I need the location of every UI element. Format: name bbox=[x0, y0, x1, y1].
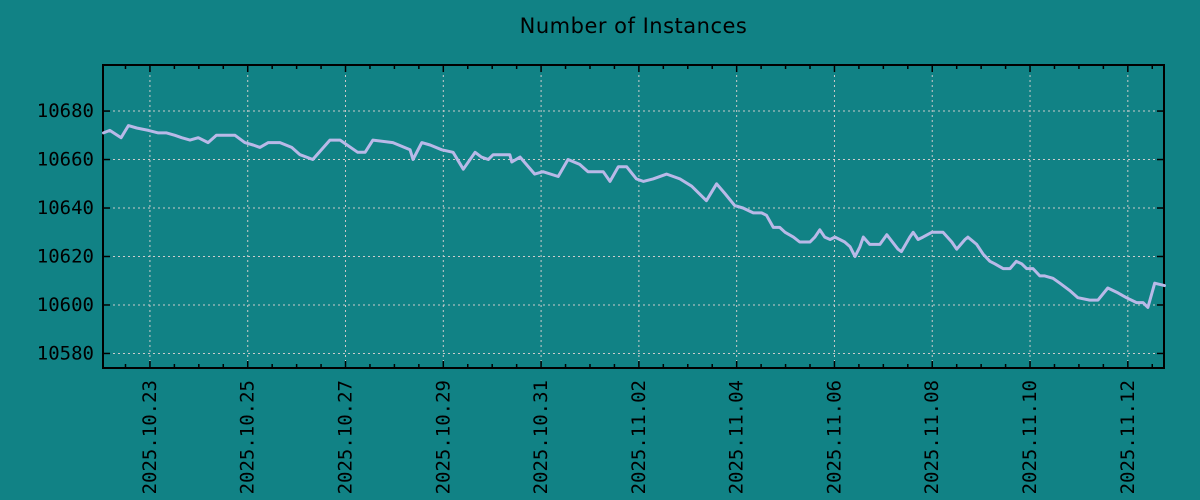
y-tick-label: 10680 bbox=[37, 100, 94, 122]
y-tick-label: 10620 bbox=[37, 245, 94, 267]
x-tick-label: 2025.11.12 bbox=[1117, 380, 1139, 494]
x-tick-label: 2025.11.04 bbox=[726, 380, 748, 494]
x-tick-label: 2025.10.29 bbox=[432, 380, 454, 494]
x-tick-label: 2025.10.25 bbox=[237, 380, 259, 494]
x-tick-label: 2025.11.06 bbox=[823, 380, 845, 494]
x-tick-label: 2025.10.27 bbox=[335, 380, 357, 494]
x-tick-label: 2025.10.23 bbox=[139, 380, 161, 494]
x-tick-label: 2025.11.10 bbox=[1019, 380, 1041, 494]
y-tick-label: 10640 bbox=[37, 197, 94, 219]
chart-title: Number of Instances bbox=[519, 14, 748, 38]
y-tick-label: 10580 bbox=[37, 342, 94, 364]
plot-border bbox=[102, 64, 1165, 369]
x-tick-label: 2025.10.31 bbox=[530, 380, 552, 494]
data-line bbox=[102, 124, 1166, 309]
x-tick-label: 2025.11.08 bbox=[921, 380, 943, 494]
y-tick-label: 10660 bbox=[37, 149, 94, 171]
y-tick-label: 10600 bbox=[37, 294, 94, 316]
x-tick-label: 2025.11.02 bbox=[628, 380, 650, 494]
